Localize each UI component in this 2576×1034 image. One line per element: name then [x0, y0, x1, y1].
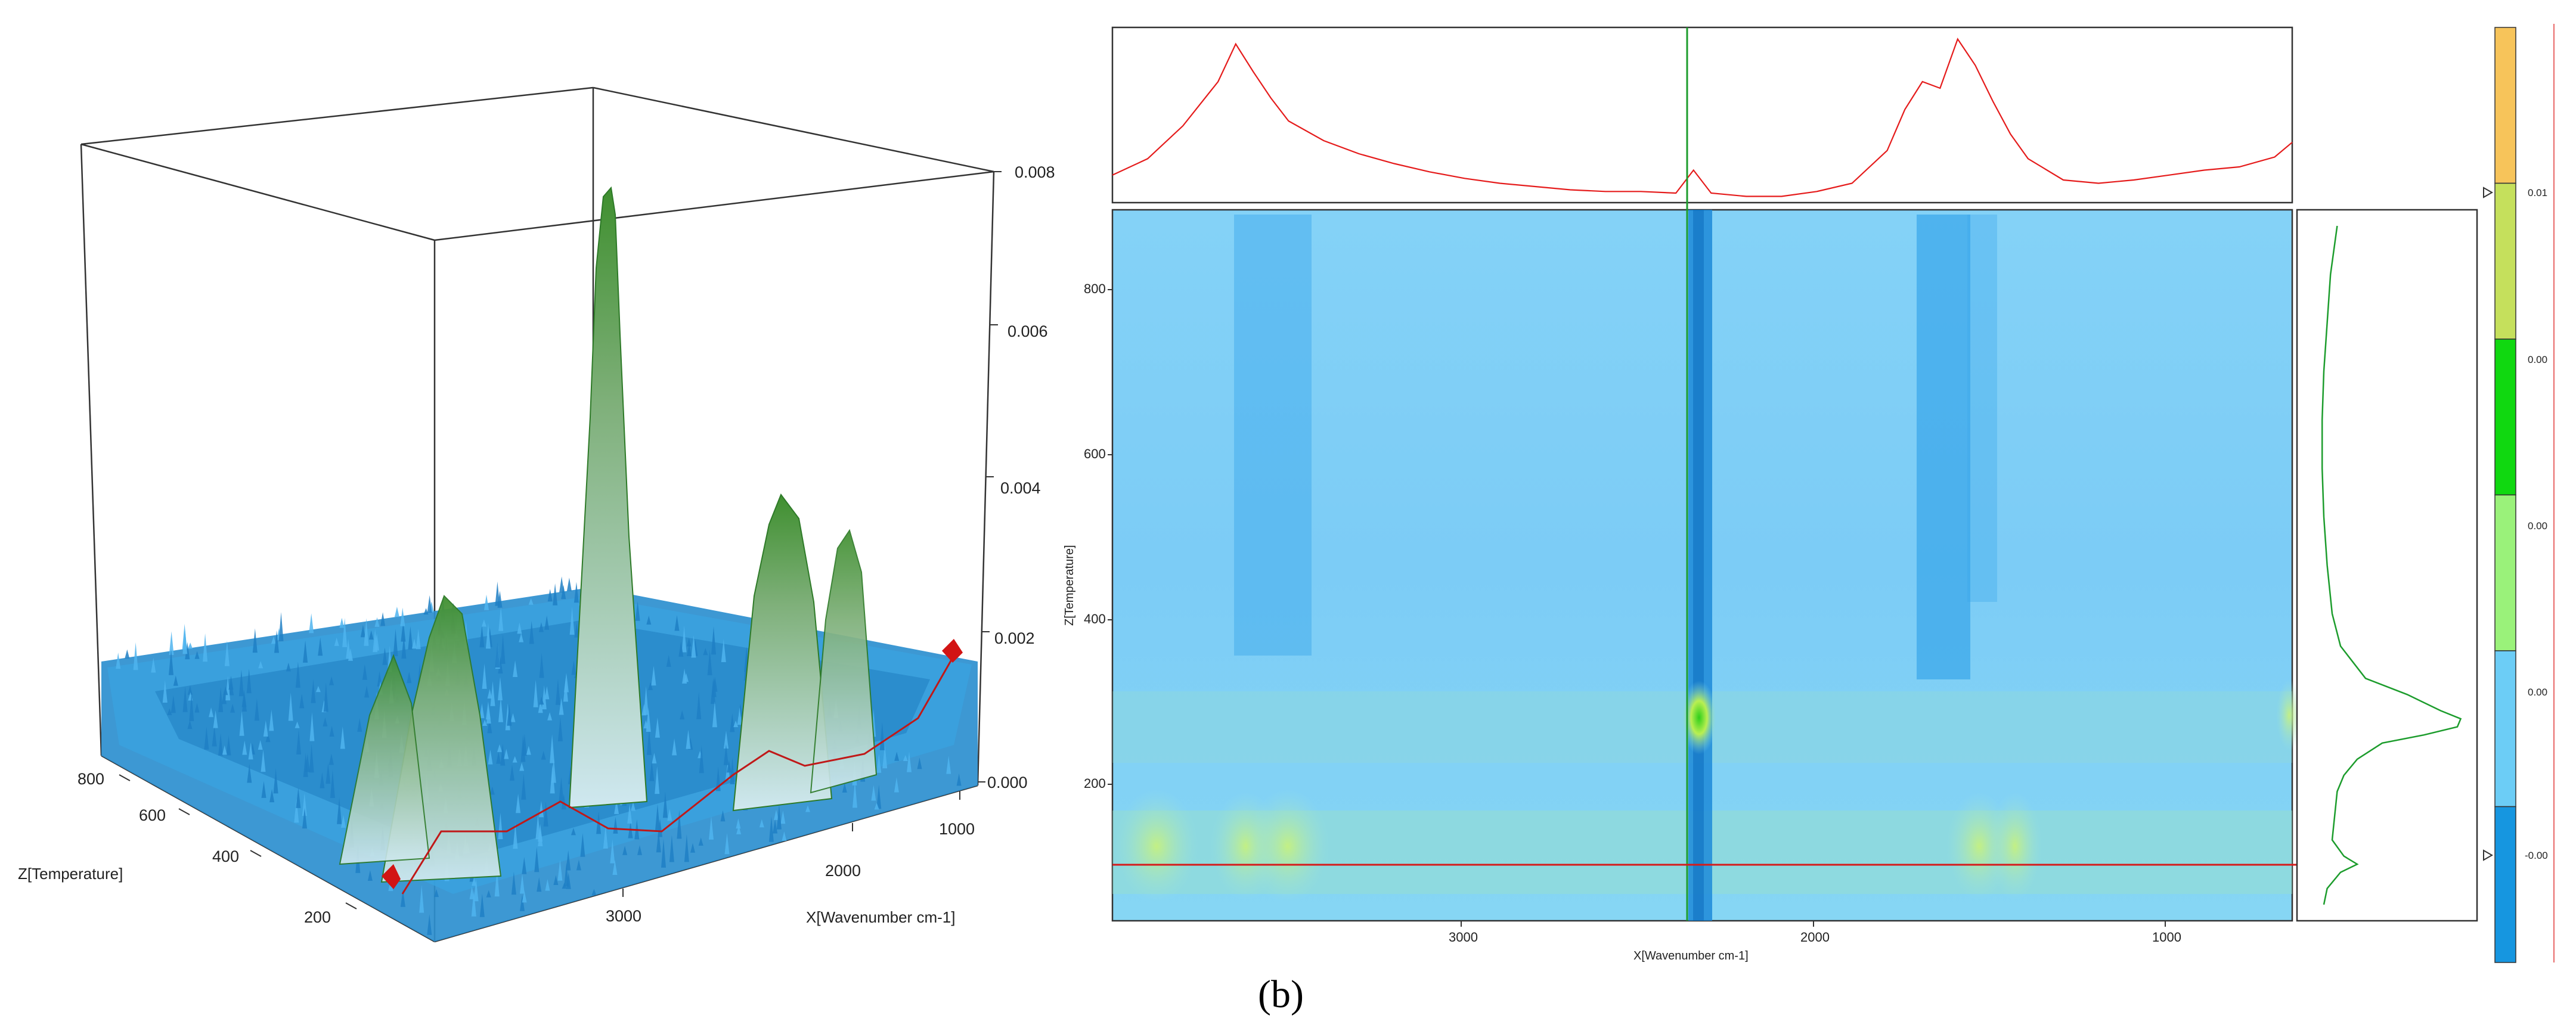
- colorbar-segment-3: [2494, 494, 2516, 651]
- cb-tick-3: 0.00: [2528, 520, 2547, 532]
- colorbar-marker-bottom: [2483, 849, 2494, 861]
- z-axis: [119, 774, 357, 909]
- colorbar-segment-2: [2494, 339, 2516, 496]
- hm-x-tick-2000: 2000: [1800, 930, 1830, 945]
- hm-y-tick-600: 600: [1084, 446, 1106, 461]
- hm-x-axis-label: X[Wavenumber cm-1]: [1633, 949, 1749, 962]
- side-profile-frame: [2296, 209, 2478, 922]
- z-tick-600: 600: [139, 806, 166, 824]
- hm-y-tick-200: 200: [1084, 776, 1106, 791]
- x-tick-3000: 3000: [606, 907, 641, 925]
- z-tick-200: 200: [304, 908, 331, 926]
- colorbar-marker-top: [2483, 187, 2494, 198]
- y-tick-0.004: 0.004: [1000, 479, 1041, 497]
- x-tick-1000: 1000: [939, 820, 975, 838]
- hm-x-tick-3000: 3000: [1449, 930, 1478, 945]
- y-tick-0.000: 0.000: [987, 774, 1028, 791]
- hm-y-axis-label: Z[Temperature]: [1063, 545, 1076, 626]
- heatmap-x-axis: [1461, 921, 2166, 927]
- z-tick-800: 800: [78, 770, 104, 788]
- y-tick-0.006: 0.006: [1008, 322, 1048, 340]
- x-tick-2000: 2000: [825, 862, 861, 880]
- top-profile-frame: [1111, 26, 2293, 204]
- cursor-marker-low: [382, 864, 401, 889]
- side-profile-line: [2321, 225, 2462, 905]
- colorbar-segment-1: [2494, 182, 2516, 340]
- panel-label: (b): [1258, 973, 1304, 1016]
- surface-peaks: [339, 186, 955, 895]
- x-axis: [622, 791, 960, 897]
- z-axis-label: Z[Temperature]: [18, 865, 123, 883]
- peak-1510: [810, 529, 878, 794]
- x-axis-label: X[Wavenumber cm-1]: [806, 908, 955, 926]
- hm-x-tick-1000: 1000: [2152, 930, 2181, 945]
- colorbar-segment-5: [2494, 806, 2516, 963]
- colorbar-segment-4: [2494, 650, 2516, 808]
- cb-tick-4: 0.00: [2528, 687, 2547, 698]
- hm-y-tick-800: 800: [1084, 281, 1106, 296]
- z-tick-400: 400: [212, 847, 239, 865]
- y-tick-0.002: 0.002: [994, 629, 1035, 647]
- ridge-line: [401, 655, 955, 895]
- cb-tick-5: -0.00: [2525, 850, 2548, 861]
- colorbar-segment-0: [2494, 27, 2516, 184]
- peak-2350: [568, 186, 648, 809]
- cb-tick-2: 0.00: [2528, 354, 2547, 365]
- heatmap-y-axis: [1108, 289, 1112, 785]
- surface-3d-plot: 800 600 400 200 Z[Temperature] 3000 2000…: [18, 86, 1055, 943]
- heatmap-panel: 800 600 400 200 Z[Temperature] 3000 2000…: [1063, 24, 2555, 963]
- heatmap-features: [1112, 210, 2302, 921]
- peak-3560: [339, 654, 430, 865]
- cursor-marker-high: [942, 639, 963, 663]
- cb-tick-1: 0.01: [2528, 187, 2547, 198]
- colorbar: [2494, 27, 2516, 963]
- hm-y-tick-400: 400: [1084, 611, 1106, 626]
- top-profile-line: [1112, 38, 2293, 197]
- y-tick-0.008: 0.008: [1015, 163, 1055, 181]
- y-axis: [978, 171, 1002, 783]
